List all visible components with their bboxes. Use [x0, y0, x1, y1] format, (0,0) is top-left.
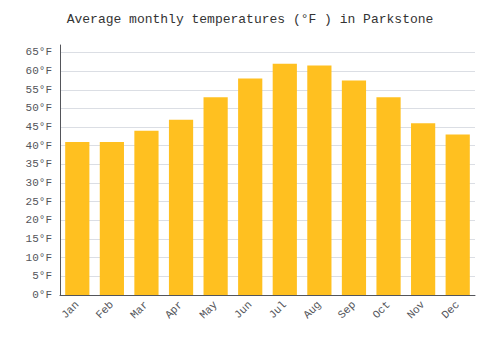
- svg-text:Mar: Mar: [128, 299, 150, 321]
- svg-text:10°F: 10°F: [26, 252, 52, 264]
- svg-text:20°F: 20°F: [26, 214, 52, 226]
- svg-text:5°F: 5°F: [32, 270, 52, 282]
- svg-text:Jun: Jun: [232, 299, 254, 321]
- svg-text:35°F: 35°F: [26, 158, 52, 170]
- svg-text:Jan: Jan: [59, 299, 81, 321]
- svg-text:Apr: Apr: [163, 299, 185, 321]
- svg-text:40°F: 40°F: [26, 140, 52, 152]
- svg-text:0°F: 0°F: [32, 289, 52, 301]
- svg-text:50°F: 50°F: [26, 102, 52, 114]
- svg-text:Dec: Dec: [439, 299, 461, 321]
- svg-text:Nov: Nov: [405, 298, 428, 321]
- svg-text:Aug: Aug: [301, 299, 323, 321]
- svg-text:30°F: 30°F: [26, 177, 52, 189]
- svg-text:15°F: 15°F: [26, 233, 52, 245]
- svg-text:Oct: Oct: [370, 299, 392, 321]
- svg-text:May: May: [197, 298, 220, 321]
- svg-text:55°F: 55°F: [26, 84, 52, 96]
- svg-text:25°F: 25°F: [26, 196, 52, 208]
- svg-text:Feb: Feb: [94, 299, 116, 321]
- svg-text:Sep: Sep: [336, 299, 358, 321]
- svg-text:Average monthly temperatures (: Average monthly temperatures (°F ) in Pa…: [67, 12, 434, 27]
- svg-text:Jul: Jul: [267, 299, 289, 321]
- svg-text:60°F: 60°F: [26, 65, 52, 77]
- svg-text:65°F: 65°F: [26, 46, 52, 58]
- svg-text:45°F: 45°F: [26, 121, 52, 133]
